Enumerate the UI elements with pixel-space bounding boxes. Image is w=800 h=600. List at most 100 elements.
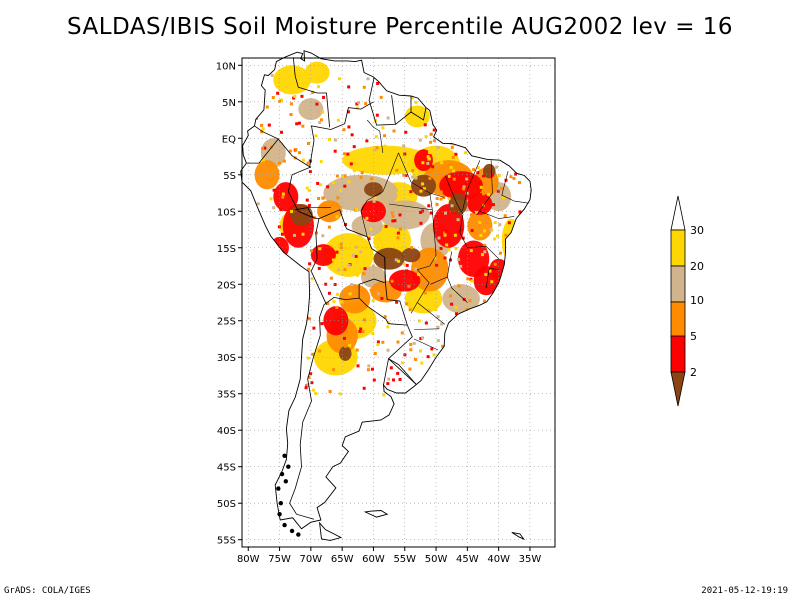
percentile-cell xyxy=(405,302,409,306)
percentile-cell xyxy=(436,339,440,343)
archipelago-island xyxy=(276,486,281,491)
percentile-cell xyxy=(504,147,508,151)
percentile-cell xyxy=(478,181,482,185)
x-tick-label: 40W xyxy=(487,554,510,565)
percentile-cell xyxy=(493,262,497,266)
percentile-cell xyxy=(444,211,448,215)
percentile-cell xyxy=(402,144,406,148)
x-tick-label: 35W xyxy=(519,554,542,565)
state-border xyxy=(501,171,529,204)
percentile-cell xyxy=(419,337,423,341)
percentile-cell xyxy=(493,221,497,225)
percentile-area-tan xyxy=(442,284,480,314)
percentile-cell xyxy=(490,280,494,284)
percentile-cell xyxy=(259,77,263,81)
legend-bin-20-30 xyxy=(670,229,686,267)
percentile-cell xyxy=(427,105,431,109)
percentile-cell xyxy=(533,98,536,101)
south-america-coastline xyxy=(240,50,532,530)
percentile-cell xyxy=(449,165,453,169)
percentile-cell xyxy=(455,98,459,102)
percentile-cell xyxy=(495,165,499,169)
percentile-cell xyxy=(486,380,490,384)
percentile-cell xyxy=(343,152,347,156)
percentile-cell xyxy=(348,343,352,347)
percentile-cell xyxy=(292,233,296,237)
percentile-cell xyxy=(314,134,318,138)
percentile-cell xyxy=(291,263,295,267)
percentile-cell xyxy=(535,382,538,385)
x-tick-label: 75W xyxy=(268,554,291,565)
percentile-cell xyxy=(367,364,371,368)
percentile-cell xyxy=(480,354,484,358)
percentile-cell xyxy=(447,197,451,201)
percentile-cell xyxy=(373,148,377,152)
percentile-cell xyxy=(452,133,456,137)
percentile-cell xyxy=(307,317,311,321)
legend-bin-5-10 xyxy=(670,301,686,339)
state-border xyxy=(429,192,445,198)
y-tick-label: 10N xyxy=(216,61,236,72)
percentile-cell xyxy=(510,119,514,123)
percentile-cell xyxy=(491,106,495,110)
percentile-cell xyxy=(435,197,439,201)
percentile-cell xyxy=(390,279,394,283)
percentile-cell xyxy=(514,172,518,176)
percentile-cell xyxy=(286,299,290,303)
percentile-cell xyxy=(301,232,305,236)
x-tick-label: 65W xyxy=(331,554,354,565)
percentile-cell xyxy=(261,127,265,131)
percentile-cell xyxy=(414,357,418,361)
percentile-cell xyxy=(437,117,441,121)
color-legend: 30 20 10 5 2 xyxy=(670,195,704,407)
percentile-cell xyxy=(496,335,500,339)
percentile-cell xyxy=(434,308,438,312)
percentile-cell xyxy=(476,171,480,175)
percentile-cell xyxy=(282,159,286,163)
percentile-area-brown xyxy=(364,182,383,197)
percentile-cell xyxy=(383,315,387,319)
percentile-cell xyxy=(350,283,354,287)
percentile-cell xyxy=(301,124,305,128)
percentile-cell xyxy=(314,231,318,235)
percentile-area-brown xyxy=(373,247,405,270)
percentile-cell xyxy=(358,233,362,237)
percentile-cell xyxy=(510,248,514,252)
percentile-cell xyxy=(373,266,377,270)
percentile-cell xyxy=(297,121,301,125)
legend-label-10: 10 xyxy=(690,294,704,307)
percentile-cell xyxy=(454,152,458,156)
percentile-cell xyxy=(343,268,347,272)
percentile-cell xyxy=(342,128,346,132)
y-tick-label: 35S xyxy=(217,390,236,401)
percentile-cell xyxy=(521,168,525,172)
country-border xyxy=(368,77,396,126)
percentile-cell xyxy=(252,213,256,217)
y-tick-label: 15S xyxy=(217,244,236,255)
percentile-cell xyxy=(436,315,440,319)
percentile-cell xyxy=(340,300,344,304)
percentile-cell xyxy=(454,78,458,82)
percentile-cell xyxy=(432,353,436,357)
percentile-cell xyxy=(466,277,470,281)
percentile-cell xyxy=(404,173,408,177)
percentile-cell xyxy=(248,235,252,239)
percentile-cell xyxy=(483,243,487,247)
percentile-cell xyxy=(386,382,390,386)
percentile-cell xyxy=(456,218,460,222)
percentile-cell xyxy=(495,296,499,300)
percentile-cell xyxy=(482,192,486,196)
percentile-cell xyxy=(424,135,428,139)
percentile-cell xyxy=(532,250,535,253)
legend-cap-top xyxy=(670,195,686,231)
percentile-cell xyxy=(513,138,517,142)
percentile-cell xyxy=(296,370,300,374)
percentile-cell xyxy=(494,343,498,347)
percentile-cell xyxy=(439,190,443,194)
percentile-cell xyxy=(343,344,347,348)
country-border xyxy=(410,107,427,121)
percentile-area-red xyxy=(414,149,433,172)
percentile-cell xyxy=(269,197,273,201)
percentile-cell xyxy=(430,347,434,351)
percentile-cell xyxy=(263,307,267,311)
